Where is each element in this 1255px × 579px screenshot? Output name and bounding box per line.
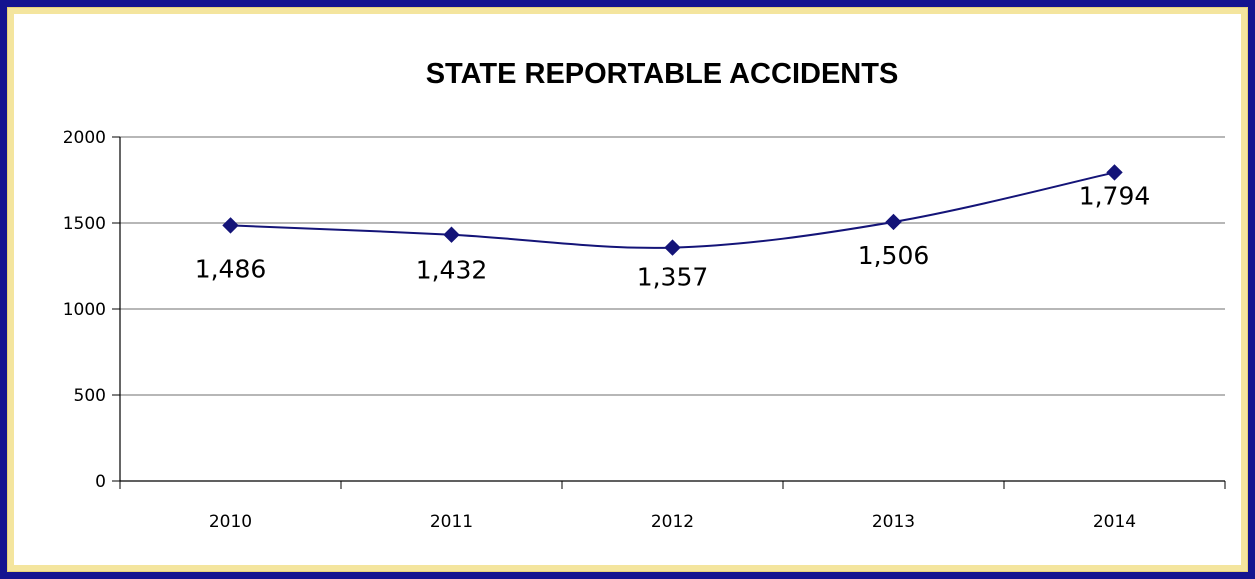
x-axis-tick-label: 2011 <box>430 512 473 532</box>
data-label: 1,506 <box>858 241 930 270</box>
x-axis-tick-label: 2010 <box>209 512 252 532</box>
data-point-marker <box>222 217 239 234</box>
data-label: 1,357 <box>637 263 709 292</box>
chart-title: STATE REPORTABLE ACCIDENTS <box>426 58 899 90</box>
x-axis-tick-label: 2012 <box>651 512 694 532</box>
chart-area <box>14 14 1241 565</box>
data-point-marker <box>443 226 460 243</box>
axes <box>112 136 1226 489</box>
x-axis-tick-labels: 2010 2011 2012 2013 2014 <box>209 512 1136 532</box>
y-axis-tick-labels: 0 500 1000 1500 2000 <box>63 128 106 492</box>
y-axis-tick-label: 2000 <box>63 128 106 148</box>
gridlines <box>120 136 1225 396</box>
series-line <box>230 171 1115 249</box>
y-axis-tick-label: 1000 <box>63 300 106 320</box>
data-point-marker <box>885 213 902 231</box>
data-labels: 1,486 1,432 1,357 1,506 1,794 <box>195 181 1151 291</box>
data-point-marker <box>1106 164 1123 181</box>
y-axis-tick-label: 500 <box>74 386 106 406</box>
data-label: 1,432 <box>416 256 488 285</box>
data-series <box>230 171 1115 249</box>
data-markers <box>222 164 1123 256</box>
data-label: 1,486 <box>195 254 267 283</box>
data-point-marker <box>664 239 681 256</box>
x-axis-tick-label: 2013 <box>872 512 915 532</box>
y-axis-tick-label: 0 <box>95 472 106 492</box>
x-axis-tick-label: 2014 <box>1093 512 1136 532</box>
data-label: 1,794 <box>1079 181 1151 210</box>
y-axis-tick-label: 1500 <box>63 214 106 234</box>
